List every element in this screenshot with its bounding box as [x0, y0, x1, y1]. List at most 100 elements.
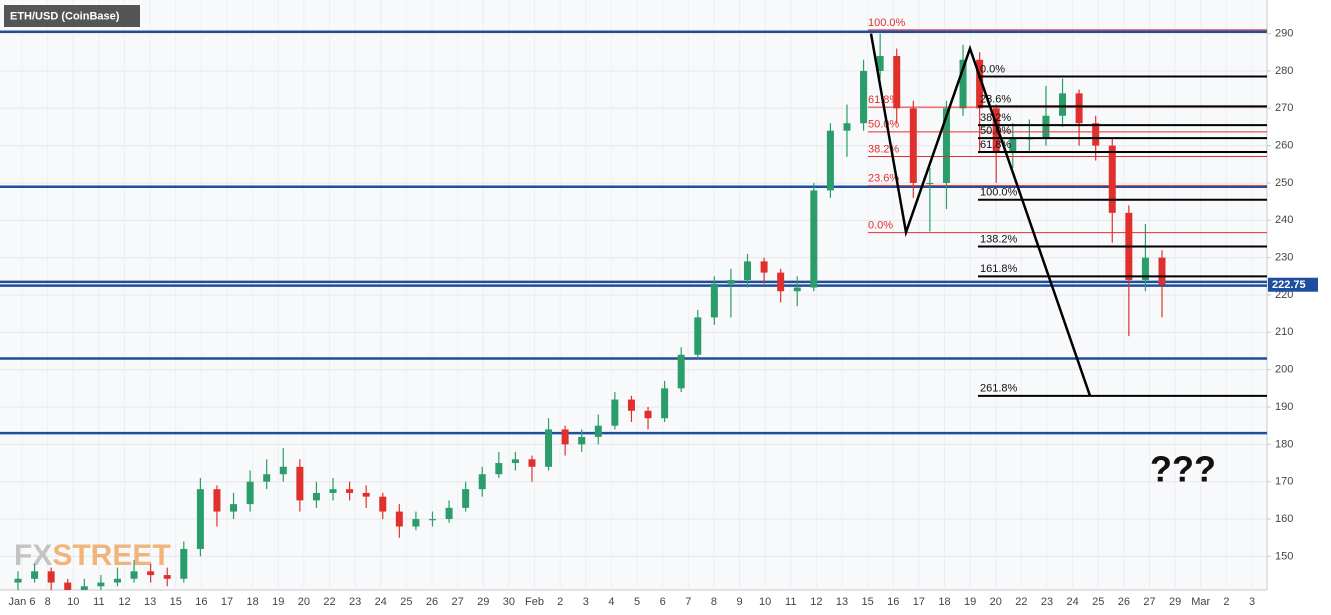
fib-extension-label: 50.0%	[980, 125, 1011, 137]
y-tick-label: 190	[1275, 401, 1293, 413]
candle-body	[80, 586, 88, 590]
zigzag	[869, 33, 1092, 397]
chart-title: ETH/USD (CoinBase)	[10, 10, 120, 22]
x-tick-label: 12	[118, 596, 130, 608]
y-tick-label: 240	[1275, 214, 1293, 226]
candle-body	[909, 108, 917, 183]
x-tick-label: 29	[477, 596, 489, 608]
candle-body	[893, 56, 901, 109]
candle-body	[130, 571, 138, 579]
x-tick-label: 26	[426, 596, 438, 608]
candle-body	[113, 578, 121, 583]
candle-body	[163, 575, 171, 579]
candle-body	[1075, 93, 1083, 124]
candle-body	[760, 261, 768, 273]
fib-extension-label: 100.0%	[980, 187, 1018, 199]
candle-body	[395, 511, 403, 527]
x-tick-label: 18	[247, 596, 259, 608]
x-tick-label: 17	[913, 596, 925, 608]
candle-body	[710, 283, 718, 318]
fib-extension-label: 261.8%	[980, 383, 1018, 395]
x-tick-label: 24	[1067, 596, 1079, 608]
x-tick-label: 23	[1041, 596, 1053, 608]
x-tick-label: 27	[452, 596, 464, 608]
x-tick-label: 13	[144, 596, 156, 608]
y-tick-label: 220	[1275, 289, 1293, 301]
candle-body	[511, 459, 519, 464]
x-tick-label: 13	[836, 596, 848, 608]
x-tick-label: Feb	[525, 596, 544, 608]
candle-body	[1042, 115, 1050, 139]
fib-extension-label: 0.0%	[980, 63, 1005, 75]
x-tick-label: 11	[785, 596, 796, 608]
x-tick-label: 4	[608, 596, 614, 608]
y-tick-label: 210	[1275, 326, 1293, 338]
title-box	[4, 5, 140, 27]
fib-retracement-label: 38.2%	[868, 143, 899, 155]
candle-body	[826, 130, 834, 191]
axes: 1501601701801902002102202302402502602702…	[9, 28, 1318, 608]
candle-body	[263, 474, 271, 482]
x-tick-label: 10	[759, 596, 771, 608]
fib-retracement-label: 50.0%	[868, 119, 899, 131]
x-tick-label: 5	[634, 596, 640, 608]
x-tick-label: 17	[221, 596, 233, 608]
x-tick-label: 27	[1143, 596, 1155, 608]
candle-body	[876, 56, 884, 71]
x-tick-label: 7	[685, 596, 691, 608]
candle-body	[47, 571, 55, 583]
candle-body	[196, 489, 204, 549]
x-tick-label: 16	[195, 596, 207, 608]
candle-body	[428, 519, 436, 521]
candle-body	[97, 582, 105, 587]
x-tick-label: 15	[862, 596, 874, 608]
x-tick-label: 6	[660, 596, 666, 608]
candle-body	[312, 492, 320, 501]
last-price-label: 222.75	[1272, 279, 1306, 291]
candle-body	[462, 489, 470, 508]
x-tick-label: 29	[1169, 596, 1181, 608]
y-tick-label: 170	[1275, 476, 1293, 488]
candle-body	[346, 489, 354, 493]
x-tick-label: Jan 6	[9, 596, 36, 608]
watermark-fx: FX	[14, 539, 52, 572]
candle-body	[180, 548, 188, 579]
fib-retracement-label: 23.6%	[868, 172, 899, 184]
candle-body	[246, 481, 254, 505]
x-tick-label: 30	[503, 596, 515, 608]
y-tick-label: 260	[1275, 140, 1293, 152]
y-tick-label: 150	[1275, 550, 1293, 562]
candle-body	[926, 182, 934, 185]
x-tick-label: 2	[1223, 596, 1229, 608]
y-tick-label: 230	[1275, 252, 1293, 264]
x-tick-label: 11	[93, 596, 104, 608]
zigzag-line	[869, 33, 1092, 397]
watermark-street: STREET	[52, 539, 170, 572]
x-tick-label: 19	[964, 596, 976, 608]
candle-body	[1059, 93, 1067, 116]
y-tick-label: 160	[1275, 513, 1293, 525]
candle-body	[992, 108, 1000, 154]
x-tick-label: 20	[990, 596, 1002, 608]
candle-body	[727, 280, 735, 284]
candle-body	[14, 578, 22, 583]
x-tick-label: 19	[272, 596, 284, 608]
x-tick-label: 10	[67, 596, 79, 608]
y-tick-label: 270	[1275, 102, 1293, 114]
y-tick-label: 250	[1275, 177, 1293, 189]
annotation: ???	[1150, 449, 1216, 490]
candle-body	[362, 492, 370, 497]
candle-body	[694, 317, 702, 355]
candle-body	[860, 70, 868, 124]
candle-body	[1158, 257, 1166, 285]
fib-extension-label: 61.8%	[980, 139, 1011, 151]
candle-body	[1141, 257, 1149, 281]
candle-body	[495, 463, 503, 475]
x-tick-label: 24	[375, 596, 387, 608]
x-tick-label: 16	[887, 596, 899, 608]
last-price-box	[1268, 277, 1318, 292]
x-tick-label: 22	[1015, 596, 1027, 608]
y-tick-label: 280	[1275, 65, 1293, 77]
x-tick-label: 18	[938, 596, 950, 608]
